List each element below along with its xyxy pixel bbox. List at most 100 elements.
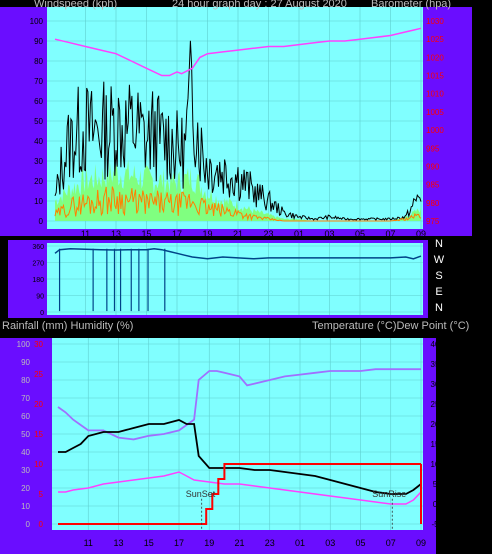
temp-grid xyxy=(52,338,423,530)
wind-x-tick: 23 xyxy=(263,229,273,239)
wind-left-tick: 40 xyxy=(34,137,43,146)
temperature-tick: 25 xyxy=(431,400,440,409)
humidity-tick: 40 xyxy=(21,448,30,457)
rainfall-tick: 0 xyxy=(39,520,44,529)
rainfall-tick: 30 xyxy=(34,340,43,349)
temp-x-tick: 05 xyxy=(355,538,365,548)
direction-degree-tick: 180 xyxy=(32,277,44,284)
temp-ticks: 0102030405060708090100051015202530-50510… xyxy=(17,340,440,548)
wind-x-tick: 19 xyxy=(202,229,212,239)
wind-x-tick: 13 xyxy=(111,229,121,239)
baro-right-tick: 1000 xyxy=(426,126,444,135)
temp-x-tick: 07 xyxy=(386,538,396,548)
baro-right-tick: 1015 xyxy=(426,72,444,81)
wind-x-tick: 21 xyxy=(233,229,243,239)
humidity-tick: 10 xyxy=(21,502,30,511)
humidity-line xyxy=(57,368,421,441)
direction-line xyxy=(54,248,422,260)
graph-title: 24 hour graph day : 27 August 2020 xyxy=(172,0,347,10)
baro-right-tick: 1020 xyxy=(426,53,444,62)
humidity-tick: 70 xyxy=(21,394,30,403)
direction-degree-tick: 90 xyxy=(36,294,44,301)
rainfall-tick: 20 xyxy=(34,400,43,409)
wind-x-tick: 07 xyxy=(385,229,395,239)
baro-right-tick: 1030 xyxy=(426,17,444,26)
temperature-tick: 10 xyxy=(431,460,440,469)
temp-x-tick: 03 xyxy=(325,538,335,548)
direction-compass-tick: S xyxy=(435,270,442,282)
direction-compass-tick: N xyxy=(435,302,443,314)
temp-series: SunSet SunRise xyxy=(57,368,422,530)
temp-x-tick: 19 xyxy=(204,538,214,548)
baro-right-tick: 980 xyxy=(426,199,440,208)
rainfall-tick: 25 xyxy=(34,370,43,379)
wind-x-tick: 05 xyxy=(355,229,365,239)
humidity-tick: 90 xyxy=(21,358,30,367)
humidity-tick: 0 xyxy=(26,520,31,529)
wind-axis-title: Windspeed (kph) xyxy=(34,0,118,10)
wind-x-tick: 11 xyxy=(81,229,90,239)
rain-humidity-axis-title: Rainfall (mm) Humidity (%) xyxy=(2,320,134,332)
wind-left-tick: 70 xyxy=(34,77,43,86)
wind-min-line xyxy=(54,186,422,222)
temp-x-tick: 09 xyxy=(416,538,426,548)
temperature-tick: 5 xyxy=(433,480,438,489)
wind-left-tick: 0 xyxy=(39,217,44,226)
direction-degree-tick: 270 xyxy=(32,261,44,268)
baro-right-tick: 985 xyxy=(426,181,440,190)
wind-left-tick: 10 xyxy=(34,197,43,206)
humidity-tick: 20 xyxy=(21,484,30,493)
wind-gust-line xyxy=(54,40,422,221)
direction-series xyxy=(54,248,422,312)
wind-series xyxy=(54,27,422,222)
temp-x-tick: 11 xyxy=(84,538,93,548)
direction-compass-tick: E xyxy=(435,286,442,298)
direction-grid xyxy=(47,243,423,315)
temp-x-tick: 15 xyxy=(144,538,154,548)
temperature-tick: 40 xyxy=(431,340,440,349)
sunrise-label: SunRise xyxy=(372,489,406,499)
temperature-tick: 30 xyxy=(431,380,440,389)
baro-right-tick: 995 xyxy=(426,144,440,153)
temp-x-tick: 01 xyxy=(295,538,305,548)
temperature-tick: 0 xyxy=(433,500,438,509)
direction-degree-tick: 0 xyxy=(40,310,44,317)
wind-x-tick: 03 xyxy=(324,229,334,239)
dewpoint-line xyxy=(58,471,422,505)
wind-left-tick: 30 xyxy=(34,157,43,166)
baro-right-tick: 1005 xyxy=(426,108,444,117)
temperature-tick: 20 xyxy=(431,420,440,429)
wind-x-tick: 15 xyxy=(141,229,151,239)
humidity-tick: 50 xyxy=(21,430,30,439)
humidity-tick: 30 xyxy=(21,466,30,475)
rainfall-tick: 5 xyxy=(39,490,44,499)
wind-ticks: 0102030405060708090100975980985990995100… xyxy=(30,17,445,239)
temp-x-tick: 13 xyxy=(113,538,123,548)
wind-left-tick: 50 xyxy=(34,117,43,126)
humidity-tick: 80 xyxy=(21,376,30,385)
temp-x-tick: 21 xyxy=(234,538,244,548)
baro-right-tick: 975 xyxy=(426,217,440,226)
barometer-axis-title: Barometer (hpa) xyxy=(371,0,452,10)
temperature-tick: 15 xyxy=(431,440,440,449)
humidity-tick: 60 xyxy=(21,412,30,421)
rainfall-line xyxy=(58,463,421,525)
wind-average-area xyxy=(55,159,421,221)
sunset-label: SunSet xyxy=(186,489,216,499)
temperature-tick: -5 xyxy=(431,520,439,529)
direction-degree-tick: 360 xyxy=(32,244,44,251)
baro-right-tick: 1010 xyxy=(426,90,444,99)
direction-compass-tick: W xyxy=(434,254,445,266)
wind-x-tick: 01 xyxy=(294,229,304,239)
baro-right-tick: 1025 xyxy=(426,35,444,44)
rainfall-tick: 10 xyxy=(34,460,43,469)
wind-x-tick: 09 xyxy=(416,229,426,239)
temp-x-tick: 17 xyxy=(174,538,184,548)
temperature-tick: 35 xyxy=(431,360,440,369)
temp-dew-axis-title: Temperature (°C)Dew Point (°C) xyxy=(312,320,470,332)
barometer-line xyxy=(54,27,422,77)
wind-left-tick: 90 xyxy=(34,37,43,46)
wind-left-tick: 60 xyxy=(34,97,43,106)
